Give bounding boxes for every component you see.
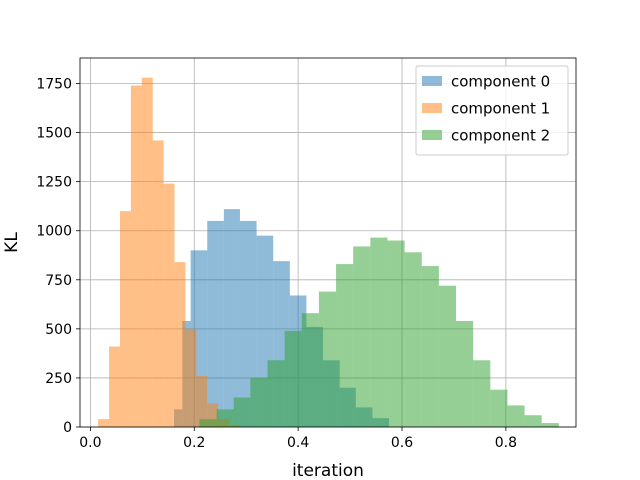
x-tick-label-0: 0.0: [79, 435, 101, 451]
bar-series-2-bin-3: [250, 377, 268, 427]
bar-series-2-bin-8: [336, 264, 354, 427]
bar-series-2-bin-15: [456, 321, 474, 427]
bar-series-2-bin-5: [284, 330, 302, 427]
bar-series-1-bin-8: [185, 328, 197, 427]
bar-series-1-bin-2: [119, 211, 131, 427]
bar-series-2-bin-13: [421, 266, 439, 427]
y-tick-label-2: 500: [45, 322, 72, 338]
bar-series-1-bin-1: [109, 346, 120, 427]
bar-series-1-bin-5: [152, 140, 164, 428]
bar-series-1-bin-0: [98, 419, 110, 427]
bar-series-2-bin-16: [473, 360, 491, 427]
legend-label-2: component 2: [451, 127, 550, 145]
bar-series-0-bin-4: [223, 209, 240, 427]
x-tick-label-1: 0.2: [183, 435, 205, 451]
x-tick-label-4: 0.8: [495, 435, 517, 451]
bar-series-2-bin-17: [490, 389, 508, 427]
y-tick-label-6: 1500: [36, 126, 72, 142]
x-tick-label-3: 0.6: [391, 435, 413, 451]
bar-series-2-bin-14: [438, 285, 457, 427]
legend-swatch-0: [422, 76, 442, 86]
bar-series-2-bin-20: [541, 423, 559, 427]
y-tick-label-1: 250: [45, 371, 72, 387]
legend-box: [415, 65, 569, 156]
bar-series-1-bin-6: [163, 183, 175, 427]
bar-series-1-bin-4: [141, 77, 153, 428]
bar-series-0-bin-5: [239, 220, 257, 427]
bar-series-2-bin-9: [353, 246, 371, 427]
bar-series-2-bin-19: [524, 415, 542, 427]
bar-series-2-bin-6: [301, 313, 319, 427]
y-tick-label-3: 750: [45, 273, 72, 289]
y-tick-label-4: 1000: [36, 224, 72, 240]
x-tick-label-2: 0.4: [287, 435, 309, 451]
y-tick-label-0: 0: [63, 420, 72, 436]
y-tick-label-5: 1250: [36, 175, 72, 191]
y-tick-label-7: 1750: [36, 77, 72, 93]
bar-series-2-bin-4: [267, 360, 285, 427]
bar-series-2-bin-11: [387, 240, 405, 427]
x-axis-label: iteration: [292, 461, 364, 480]
bar-series-2-bin-10: [370, 237, 388, 427]
plot-frame: [79, 57, 577, 428]
legend: component 0 component 1 component 2: [415, 65, 569, 156]
bar-series-2-bin-1: [216, 409, 234, 427]
legend-swatch-1: [422, 103, 442, 113]
bar-series-2-bin-18: [507, 405, 525, 427]
bar-series-1-bin-9: [196, 375, 208, 427]
bar-series-0-bin-3: [207, 220, 224, 427]
bars: [98, 77, 559, 428]
legend-label-1: component 1: [451, 100, 550, 118]
legend-label-0: component 0: [451, 73, 550, 91]
bar-series-1-bin-10: [207, 403, 219, 427]
bar-series-1-bin-7: [174, 262, 186, 427]
bar-series-2-bin-0: [199, 419, 217, 427]
bar-series-2-bin-7: [318, 291, 337, 427]
axis-ticks: 0.0 0.2 0.4 0.6 0.8 0 250 500 750 1000 1250 1500 175…: [36, 77, 517, 451]
bar-series-2-bin-2: [233, 397, 251, 427]
legend-swatch-2: [422, 130, 442, 140]
bar-series-1-bin-3: [130, 85, 142, 427]
bar-series-2-bin-12: [404, 252, 422, 427]
y-axis-label: KL: [2, 232, 22, 253]
